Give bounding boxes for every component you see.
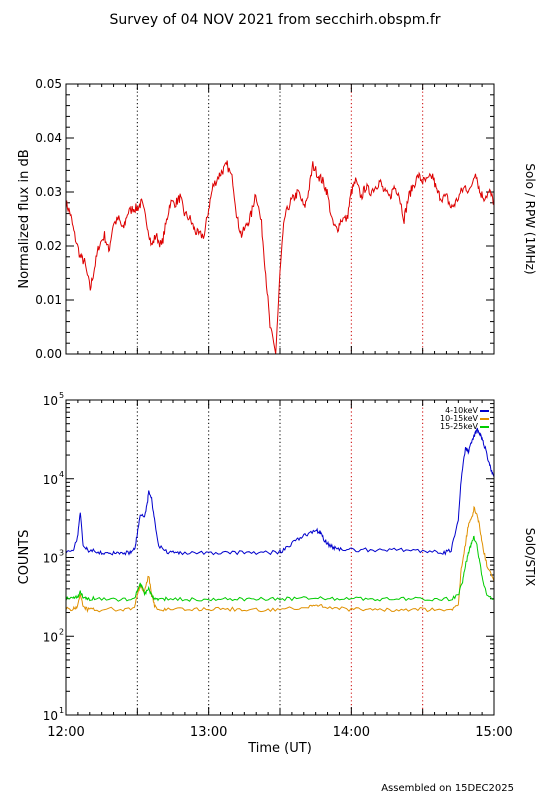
- y-tick-label: 0.02: [35, 239, 62, 253]
- y-tick-label: 0.01: [35, 293, 62, 307]
- x-axis-label: Time (UT): [247, 741, 312, 756]
- y-tick-label: 10: [43, 394, 58, 408]
- legend-label: 15-25keV: [440, 422, 479, 431]
- x-tick-labels: 12:00 13:00 14:00 15:00: [47, 725, 512, 740]
- stix-right-label: SolO/STIX: [523, 528, 537, 587]
- y-tick-exponent: 2: [59, 627, 64, 636]
- y-tick-label: 0.03: [35, 185, 62, 199]
- series-line-15-25kev: [65, 535, 495, 602]
- rpw-y-axis-label: Normalized flux in dB: [17, 149, 32, 288]
- series-line-10-15kev: [65, 505, 495, 614]
- stix-plot-frame: [65, 399, 495, 716]
- y-tick-exponent: 5: [59, 391, 64, 400]
- stix-y-axis-label: COUNTS: [17, 530, 32, 585]
- y-tick-label: 0.04: [35, 131, 62, 145]
- x-tick-label: 14:00: [333, 725, 370, 740]
- rpw-panel: 0.00 0.01 0.02 0.03 0.04 0.05 Normalized flux…: [17, 77, 537, 361]
- rpw-plot-frame: [65, 83, 495, 355]
- x-tick-label: 15:00: [475, 725, 512, 740]
- y-tick-label: 10: [43, 473, 58, 487]
- series-line-rpw-0: [65, 160, 495, 355]
- x-tick-label: 13:00: [190, 725, 227, 740]
- y-tick-label: 0.00: [35, 347, 62, 361]
- y-tick-exponent: 1: [59, 706, 64, 715]
- legend-label: 10-15keV: [440, 414, 479, 423]
- series-line-4-10kev: [65, 427, 495, 556]
- footer-assembled: Assembled on 15DEC2025: [381, 783, 514, 794]
- rpw-right-label: Solo / RPW (1MHz): [523, 163, 537, 274]
- y-tick-label: 10: [43, 552, 58, 566]
- y-tick-exponent: 4: [59, 470, 64, 479]
- figure-title: Survey of 04 NOV 2021 from secchirh.obsp…: [109, 12, 440, 28]
- legend-label: 4-10keV: [445, 406, 478, 415]
- x-tick-label: 12:00: [47, 725, 84, 740]
- y-tick-label: 10: [43, 709, 58, 723]
- y-tick-exponent: 3: [59, 549, 64, 558]
- y-tick-label: 0.05: [35, 77, 62, 91]
- y-tick-label: 10: [43, 630, 58, 644]
